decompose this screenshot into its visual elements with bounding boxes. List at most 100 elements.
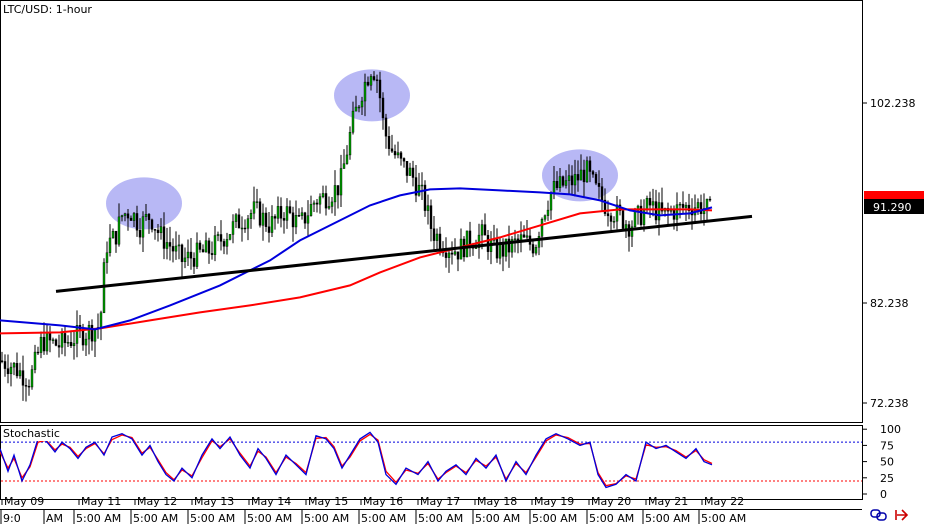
date-label: May 11: [81, 495, 121, 508]
candle: [213, 226, 217, 262]
candle: [573, 159, 577, 197]
stoch-tick-label: 75: [880, 439, 894, 452]
candle: [375, 74, 379, 94]
candle: [189, 237, 193, 270]
arrow-right-icon[interactable]: [895, 509, 909, 521]
candle: [234, 213, 238, 229]
candle: [366, 76, 370, 87]
moving-averages: [0, 187, 713, 335]
date-label: May 21: [648, 495, 688, 508]
candle: [123, 212, 127, 222]
time-label: 5:00 AM: [76, 512, 121, 525]
candle: [264, 207, 268, 232]
candle: [483, 213, 487, 236]
candle: [150, 218, 154, 233]
candle: [201, 244, 205, 253]
time-axis: May 09 May 11 May 12 May 13 May 14 May 15 May …: [0, 495, 862, 525]
candle: [75, 310, 79, 358]
candle: [210, 241, 214, 260]
date-label: May 17: [420, 495, 460, 508]
candle: [42, 322, 46, 355]
candle: [219, 220, 223, 251]
candle: [612, 216, 616, 229]
candle: [342, 149, 346, 169]
candle: [198, 240, 202, 253]
candle: [381, 92, 385, 130]
candle: [621, 208, 625, 232]
candle: [147, 212, 151, 234]
candle: [138, 218, 142, 245]
price-tick-label: 82.238: [870, 297, 909, 310]
candle: [231, 214, 235, 244]
candle: [84, 332, 88, 357]
candle: [339, 154, 343, 208]
date-label: May 20: [591, 495, 631, 508]
candle: [465, 230, 469, 258]
candle: [132, 212, 136, 228]
candle: [456, 251, 460, 272]
candle: [543, 214, 547, 222]
candle: [567, 164, 571, 195]
candle: [360, 96, 364, 115]
candle: [450, 241, 454, 265]
candle: [609, 212, 613, 232]
candle: [258, 198, 262, 228]
candle: [411, 160, 415, 187]
candle: [120, 214, 124, 222]
candle: [0, 351, 4, 364]
candle: [384, 113, 388, 149]
stoch-tick-label: 50: [880, 456, 894, 469]
candle: [318, 193, 322, 214]
candle: [591, 169, 595, 178]
candle: [270, 205, 274, 237]
candle: [87, 320, 91, 355]
candle: [90, 319, 94, 351]
candle: [402, 157, 406, 168]
time-label: 9:0: [3, 512, 21, 525]
last-price-marker: 91.290: [864, 191, 924, 214]
candle: [531, 238, 535, 258]
candle: [594, 172, 598, 186]
candle: [321, 185, 325, 199]
candle: [249, 209, 253, 229]
candle: [240, 216, 244, 242]
date-label: May 19: [534, 495, 574, 508]
date-label: May 16: [363, 495, 403, 508]
candle: [537, 231, 541, 256]
candle: [180, 243, 184, 278]
candle: [66, 335, 70, 348]
candle: [246, 215, 250, 241]
candle: [195, 232, 199, 269]
candle: [426, 194, 430, 225]
link-icon[interactable]: [870, 509, 887, 521]
candle: [39, 331, 43, 359]
candle: [363, 73, 367, 117]
candle: [309, 195, 313, 217]
time-label: AM: [46, 512, 63, 525]
candle: [282, 212, 286, 234]
candle: [21, 355, 25, 401]
candle: [126, 209, 130, 231]
candle: [27, 379, 31, 396]
time-label: 5:00 AM: [701, 512, 746, 525]
candle: [657, 192, 661, 236]
date-label: May 22: [704, 495, 744, 508]
candle: [405, 161, 409, 183]
date-label: May 13: [194, 495, 234, 508]
candle: [168, 226, 172, 261]
candle: [36, 346, 40, 356]
time-label: 5:00 AM: [589, 512, 634, 525]
candle: [540, 217, 544, 248]
candle: [588, 156, 592, 183]
stochastic-axis: 100 75 50 25 0: [862, 423, 901, 501]
candle: [129, 215, 133, 221]
date-label: May 14: [251, 495, 291, 508]
candle: [414, 164, 418, 203]
candle: [444, 237, 448, 268]
candle: [297, 208, 301, 218]
time-label: 5:00 AM: [475, 512, 520, 525]
candle: [153, 228, 157, 240]
time-label: 5:00 AM: [532, 512, 577, 525]
candle: [204, 232, 208, 253]
candle: [192, 252, 196, 274]
